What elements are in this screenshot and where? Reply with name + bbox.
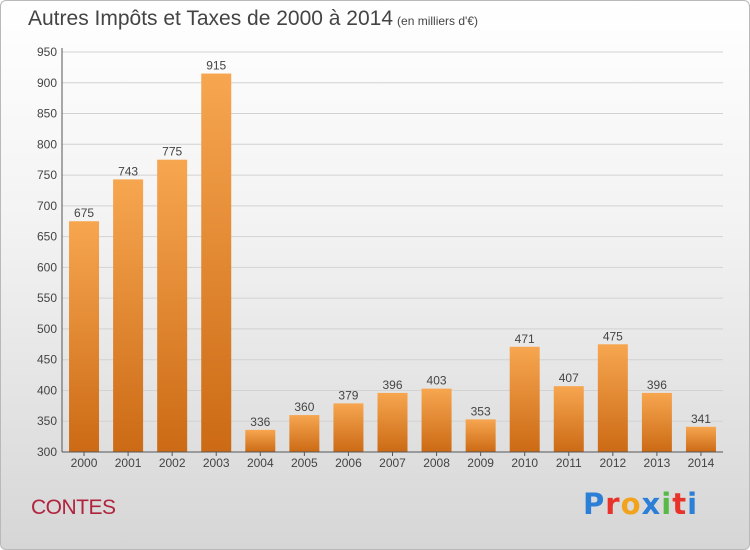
x-tick-label: 2014 [688,456,715,470]
y-tick-label: 700 [37,199,57,213]
bar [553,386,584,452]
x-tick-label: 2002 [159,456,186,470]
bar-value-label: 336 [250,415,270,429]
bar-value-label: 403 [427,374,447,388]
chart-title: Autres Impôts et Taxes de 2000 à 2014 (en… [28,7,478,31]
bar-value-label: 775 [162,145,182,159]
y-tick-label: 900 [37,76,57,90]
x-tick-label: 2001 [115,456,142,470]
bar [641,392,672,452]
bar-value-label: 341 [691,412,711,426]
logo-letter: i [687,487,699,521]
bars [69,73,716,453]
x-tick-label: 2003 [203,456,230,470]
bar-labels: 675 743 775 915 336 360 379 396 403 353 471 407 475 3… [74,59,711,429]
y-axis-ticks: 300 350 400 450 500 550 600 650 700 750 800 850 900 9… [37,45,57,459]
bar-value-label: 379 [338,388,358,402]
x-tick-label: 2011 [556,456,582,470]
logo-letter: P [583,487,606,521]
y-tick-label: 550 [37,291,57,305]
bar-value-label: 915 [206,59,226,73]
logo-letter: r [605,487,621,521]
city-name: CONTES [31,496,116,519]
axes [61,48,723,453]
y-tick-label: 650 [37,230,57,244]
bar-value-label: 743 [118,164,138,178]
bar-value-label: 360 [294,400,314,414]
y-tick-label: 350 [37,414,57,428]
bar-value-label: 353 [471,404,491,418]
bar [421,388,452,452]
bar-value-label: 407 [559,371,579,385]
bar [113,179,144,452]
x-tick-label: 2000 [71,456,98,470]
bar [597,344,628,452]
y-tick-label: 600 [37,260,57,274]
logo-letter: x [641,487,662,521]
y-tick-label: 850 [37,107,57,121]
bar-value-label: 675 [74,206,94,220]
y-tick-label: 800 [37,137,57,151]
bar-value-label: 471 [515,332,535,346]
x-tick-label: 2006 [335,456,362,470]
x-tick-label: 2004 [247,456,274,470]
bar [69,221,100,452]
x-tick-label: 2008 [423,456,450,470]
y-tick-label: 500 [37,322,57,336]
bar [465,419,496,452]
x-tick-label: 2007 [379,456,406,470]
bar-value-label: 396 [382,378,402,392]
x-tick-label: 2005 [291,456,318,470]
logo-letter: o [620,487,642,521]
bar [509,346,540,452]
x-tick-label: 2009 [467,456,494,470]
bar [245,429,276,452]
logo-letter: i [661,487,673,521]
proxiti-logo: Proxiti [583,487,698,521]
bar [333,403,364,452]
x-axis-ticks: 2000 2001 2002 2003 2004 2005 2006 2007 2008 2009… [71,452,715,470]
chart-title-text: Autres Impôts et Taxes de 2000 à 2014 [28,7,394,30]
bar [377,392,408,452]
bar-value-label: 396 [647,378,667,392]
bar [289,415,320,452]
y-tick-label: 750 [37,168,57,182]
x-tick-label: 2012 [599,456,626,470]
logo-letter: t [672,487,688,521]
x-tick-label: 2013 [644,456,671,470]
bar [201,73,232,453]
y-tick-label: 300 [37,445,57,459]
chart-unit: (en milliers d'€) [397,14,479,28]
y-tick-label: 400 [37,383,57,397]
y-tick-label: 950 [37,45,57,59]
bar [685,426,716,452]
bar-value-label: 475 [603,329,623,343]
x-tick-label: 2010 [511,456,538,470]
y-tick-label: 450 [37,353,57,367]
bar [157,159,188,452]
